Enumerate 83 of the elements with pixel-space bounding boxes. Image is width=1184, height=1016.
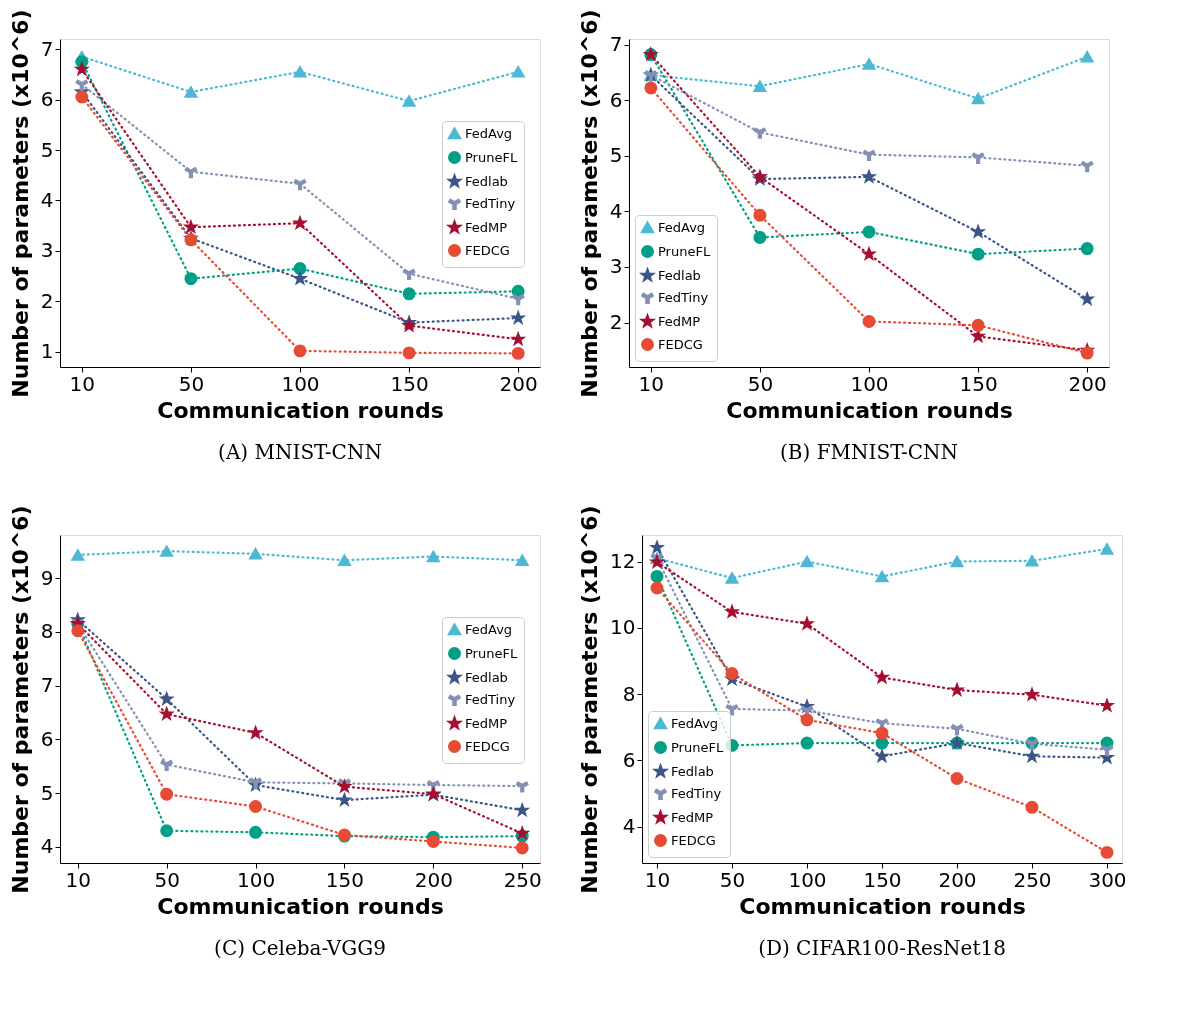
x-axis-title: Communication rounds — [739, 893, 1026, 919]
y-tick-label: 7 — [609, 32, 623, 57]
x-tick-label: 10 — [644, 867, 671, 892]
x-tick-label: 150 — [959, 371, 998, 396]
y-tick-label: 2 — [40, 288, 54, 313]
y-tick-label: 8 — [622, 681, 636, 706]
x-tick-label: 50 — [719, 867, 746, 892]
legend-label: FedAvg — [465, 621, 513, 637]
legend-label: PruneFL — [671, 739, 724, 755]
legend-label: FedMP — [671, 809, 714, 825]
y-tick-label: 10 — [610, 615, 636, 640]
y-tick-label: 4 — [622, 814, 636, 839]
y-axis-title: Number of parameters (x10^6) — [577, 505, 603, 894]
x-tick-label: 50 — [747, 371, 774, 396]
x-tick-label: 100 — [850, 371, 889, 396]
text: (A) MNIST-CNN — [218, 440, 382, 464]
legend-label: FedTiny — [465, 195, 516, 211]
legend-label: FEDCG — [658, 336, 703, 352]
legend-label: FEDCG — [465, 738, 510, 754]
x-tick-label: 50 — [178, 371, 205, 396]
text: (B) FMNIST-CNN — [780, 440, 958, 464]
x-tick-label: 10 — [69, 371, 96, 396]
legend-label: Fedlab — [658, 267, 701, 283]
y-tick-label: 3 — [40, 238, 54, 263]
x-tick-label: 200 — [414, 867, 453, 892]
legend-label: Fedlab — [465, 173, 508, 189]
legend-label: FedMP — [465, 219, 508, 235]
y-axis-title: Number of parameters (x10^6) — [576, 9, 602, 398]
x-tick-label: 10 — [65, 867, 91, 892]
y-tick-label: 6 — [40, 726, 54, 751]
text: (C) Celeba-VGG9 — [214, 936, 386, 960]
y-tick-label: 6 — [40, 87, 54, 112]
y-tick-label: 1 — [40, 339, 54, 364]
y-tick-label: 5 — [609, 143, 623, 168]
y-tick-label: 3 — [609, 254, 623, 279]
x-tick-label: 100 — [788, 867, 827, 892]
legend-label: FedAvg — [465, 125, 513, 141]
legend-label: PruneFL — [658, 243, 711, 259]
legend-label: FedAvg — [671, 715, 719, 731]
x-tick-label: 150 — [325, 867, 365, 892]
legend-label: FedTiny — [658, 289, 709, 305]
x-axis-title: Communication rounds — [157, 397, 444, 423]
x-tick-label: 10 — [638, 371, 665, 396]
y-tick-label: 9 — [40, 565, 54, 590]
y-tick-label: 5 — [40, 780, 54, 805]
legend-label: PruneFL — [465, 149, 518, 165]
legend-label: FEDCG — [671, 832, 716, 848]
legend-label: FedAvg — [658, 219, 706, 235]
x-tick-label: 250 — [1013, 867, 1052, 892]
legend-label: Fedlab — [465, 669, 508, 685]
legend-label: PruneFL — [465, 645, 518, 661]
x-tick-label: 50 — [154, 867, 180, 892]
y-axis-title: Number of parameters (x10^6) — [7, 505, 33, 894]
x-axis-title: Communication rounds — [157, 893, 444, 919]
y-tick-label: 12 — [610, 549, 636, 574]
y-tick-label: 7 — [40, 36, 54, 61]
x-tick-label: 200 — [938, 867, 977, 892]
y-tick-label: 7 — [40, 673, 54, 698]
y-tick-label: 6 — [609, 87, 623, 112]
y-tick-label: 4 — [40, 187, 54, 212]
x-tick-label: 100 — [236, 867, 276, 892]
legend-label: FedTiny — [465, 691, 516, 707]
legend-label: FedTiny — [671, 785, 722, 801]
y-tick-label: 2 — [609, 310, 623, 335]
x-tick-label: 100 — [281, 371, 320, 396]
y-axis-title: Number of parameters (x10^6) — [7, 9, 33, 398]
y-tick-label: 8 — [40, 619, 54, 644]
x-axis-title: Communication rounds — [726, 397, 1013, 423]
legend-label: FedMP — [465, 715, 508, 731]
x-tick-label: 150 — [863, 867, 902, 892]
x-tick-label: 200 — [1068, 371, 1107, 396]
y-tick-label: 6 — [622, 747, 636, 772]
x-tick-label: 200 — [499, 371, 538, 396]
y-tick-label: 5 — [40, 137, 54, 162]
legend-label: FEDCG — [465, 242, 510, 258]
x-tick-label: 250 — [503, 867, 542, 892]
legend-label: Fedlab — [671, 763, 714, 779]
text: (D) CIFAR100-ResNet18 — [758, 936, 1006, 960]
x-tick-label: 150 — [390, 371, 429, 396]
x-tick-label: 300 — [1088, 867, 1127, 892]
y-tick-label: 4 — [609, 198, 623, 223]
legend-label: FedMP — [658, 313, 701, 329]
y-tick-label: 4 — [40, 834, 54, 859]
